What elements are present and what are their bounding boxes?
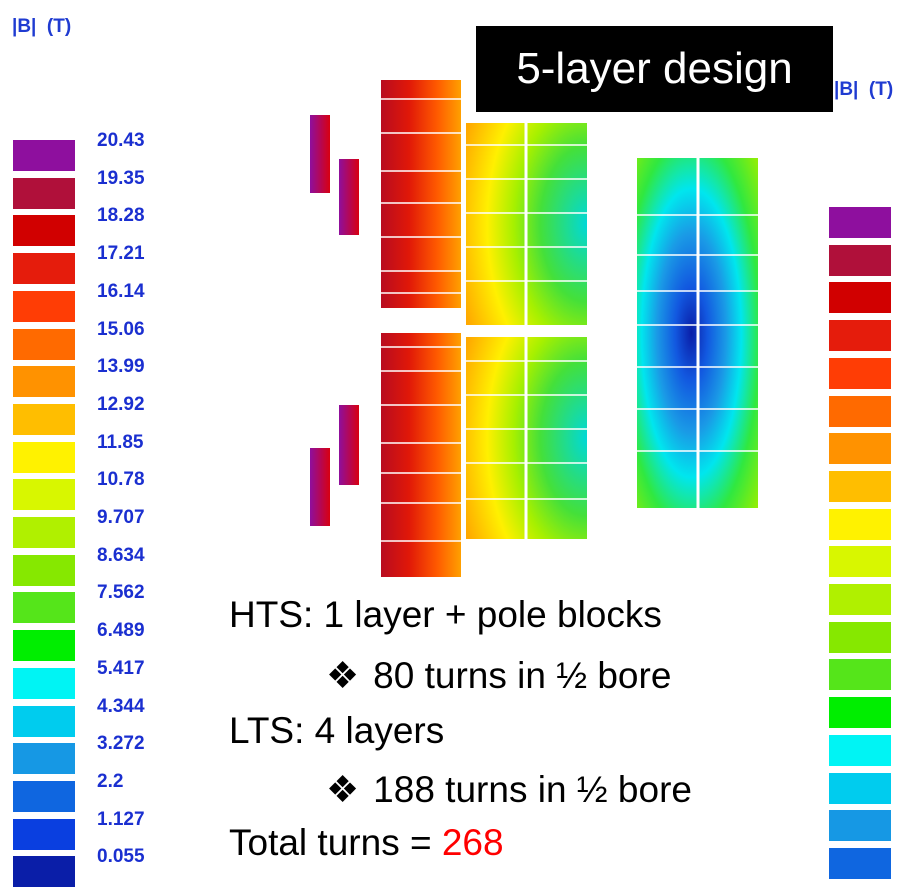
legend-swatch <box>829 207 891 238</box>
legend-swatch <box>829 810 891 842</box>
legend-value: 15.06 <box>97 318 145 340</box>
legend-value: 20.43 <box>97 130 145 151</box>
bullet-icon: ❖ <box>326 655 360 696</box>
hts-description: HTS: 1 layer + pole blocks <box>229 594 662 635</box>
legend-swatch <box>13 215 75 247</box>
legend-swatch <box>13 328 75 360</box>
legend-value: 8.634 <box>97 544 145 566</box>
legend-value: 10.78 <box>97 469 145 491</box>
lts-turns: 188 turns in ½ bore <box>373 769 692 810</box>
legend-swatch <box>829 282 891 314</box>
hts-pole-block <box>339 159 359 235</box>
legend-swatch <box>829 470 891 502</box>
turn-lines <box>381 98 758 542</box>
legend-swatch <box>13 366 75 398</box>
hts-pole-block <box>310 448 330 526</box>
total-turns-label: Total turns = <box>229 822 442 863</box>
legend-swatch <box>829 244 891 276</box>
legend-swatch <box>13 630 75 662</box>
hts-layer-top <box>381 80 461 308</box>
legend-swatch <box>13 253 75 285</box>
legend-value: 2.2 <box>97 770 124 792</box>
legend-swatch <box>13 140 75 171</box>
legend-swatch <box>13 517 75 548</box>
legend-swatch <box>829 508 891 540</box>
hts-turns-line: ❖ 80 turns in ½ bore <box>326 654 671 697</box>
hts-pole-block <box>310 115 330 193</box>
legend-swatch <box>829 697 891 729</box>
legend-swatch <box>13 177 75 209</box>
legend-swatch <box>13 818 75 850</box>
legend-swatch <box>13 554 75 586</box>
legend-swatch <box>829 546 891 578</box>
legend-value: 19.35 <box>97 167 145 189</box>
legend-swatch <box>829 357 891 389</box>
lts-description: LTS: 4 layers <box>229 710 445 751</box>
bullet-icon: ❖ <box>326 769 360 810</box>
legend-swatch <box>829 734 891 766</box>
legend-swatch <box>13 479 75 511</box>
legend-swatch <box>829 320 891 352</box>
legend-swatch <box>829 395 891 427</box>
legend-value: 13.99 <box>97 356 145 378</box>
legend-value: 7.562 <box>97 582 145 604</box>
legend-value: 16.14 <box>97 280 145 302</box>
legend-swatch <box>13 705 75 737</box>
lts-turns-line: ❖ 188 turns in ½ bore <box>326 768 692 811</box>
legend-value: 12.92 <box>97 393 145 415</box>
total-turns: Total turns = 268 <box>229 822 504 864</box>
legend-swatch <box>13 780 75 812</box>
unit-label-right: |B| (T) <box>834 79 894 100</box>
legend-value: 9.707 <box>97 507 145 528</box>
field-map <box>310 80 758 577</box>
legend-swatch <box>829 659 891 691</box>
legend-value: 3.272 <box>97 733 145 755</box>
hts-pole-block <box>339 405 359 485</box>
legend-value: 17.21 <box>97 243 145 265</box>
legend-value: 4.344 <box>97 695 145 717</box>
unit-label-left: |B| (T) <box>12 16 72 37</box>
hts-turns: 80 turns in ½ bore <box>373 655 672 696</box>
legend-swatch <box>13 856 75 887</box>
total-turns-value: 268 <box>441 822 504 863</box>
legend-swatch <box>829 433 891 465</box>
legend-swatch <box>829 621 891 653</box>
legend-swatch <box>13 403 75 435</box>
hts-layer-bottom <box>381 333 461 577</box>
legend-swatch <box>13 290 75 322</box>
legend-swatch <box>829 847 891 879</box>
legend-value: 6.489 <box>97 620 145 642</box>
legend-swatch <box>13 667 75 699</box>
legend-value: 0.055 <box>97 846 145 868</box>
legend-swatch <box>829 584 891 615</box>
legend-swatch <box>13 592 75 624</box>
legend-value: 18.28 <box>97 205 145 227</box>
legend-value: 1.127 <box>97 808 145 830</box>
legend-value: 11.85 <box>97 431 144 453</box>
design-title: 5-layer design <box>476 26 833 112</box>
legend-value: 5.417 <box>97 657 145 679</box>
legend-swatch <box>829 772 891 804</box>
legend-swatch <box>13 441 75 473</box>
legend-swatch <box>13 743 75 775</box>
